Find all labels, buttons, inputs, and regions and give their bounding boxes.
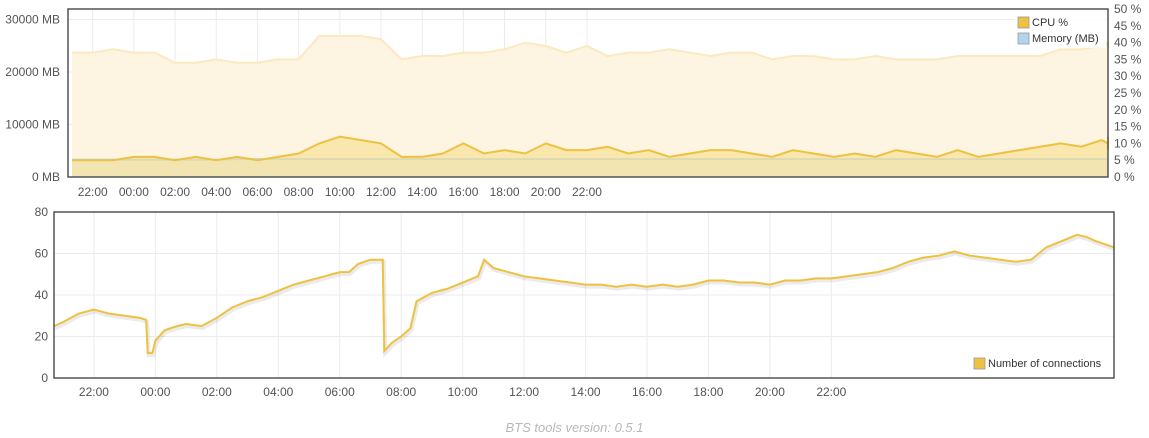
- cpu-memory-chart: 0 MB 10000 MB 20000 MB 30000 MB 0 % 5 % 10 % 1…: [5, 2, 1141, 199]
- x-tick-label: 22:00: [572, 185, 602, 199]
- x-tick-label: 06:00: [325, 385, 355, 399]
- cpu-memory-series: [72, 34, 1109, 177]
- x-tick-label: 10:00: [448, 385, 478, 399]
- cpu-area: [72, 136, 1109, 177]
- x-tick-label: 10:00: [325, 185, 355, 199]
- x-tick-label: 18:00: [490, 185, 520, 199]
- x-tick-label: 08:00: [386, 385, 416, 399]
- x-tick-label: 20:00: [531, 185, 561, 199]
- y-tick-label: 40: [35, 288, 49, 302]
- y-tick-label: 20: [35, 330, 49, 344]
- y-tick-label-right: 15 %: [1114, 120, 1142, 134]
- y-tick-label: 60: [35, 247, 49, 261]
- y-tick-label: 0: [41, 371, 48, 385]
- y-axis-ticks-bottom: 0 20 40 60 80: [35, 205, 49, 385]
- connections-legend: Number of connections: [969, 353, 1111, 373]
- y-tick-label-left: 30000 MB: [5, 13, 60, 27]
- cpu-memory-plot-border: [67, 8, 1109, 178]
- cpu-line: [72, 135, 1109, 162]
- x-tick-label: 20:00: [755, 385, 785, 399]
- legend-label-memory: Memory (MB): [1032, 33, 1099, 45]
- x-tick-label: 00:00: [119, 185, 149, 199]
- y-tick-label-right: 35 %: [1114, 52, 1142, 66]
- y-tick-label-left: 20000 MB: [5, 65, 60, 79]
- y-tick-label-right: 30 %: [1114, 69, 1142, 83]
- connections-chart: 0 20 40 60 80 22:00 00:00 02:00 04:00 06:00 08:00…: [35, 205, 1116, 399]
- x-tick-label: 18:00: [693, 385, 723, 399]
- y-tick-label-right: 50 %: [1114, 2, 1142, 16]
- legend-label-cpu: CPU %: [1032, 17, 1068, 29]
- y-tick-label-right: 25 %: [1114, 86, 1142, 100]
- cpu-memory-legend: CPU % Memory (MB): [1014, 14, 1106, 48]
- x-tick-label: 16:00: [632, 385, 662, 399]
- x-tick-label: 14:00: [571, 385, 601, 399]
- y-tick-label-right: 45 %: [1114, 19, 1142, 33]
- x-tick-label: 06:00: [242, 185, 272, 199]
- x-tick-label: 22:00: [79, 385, 109, 399]
- y-tick-label-right: 0 %: [1114, 170, 1135, 184]
- x-axis-ticks-top: 22:00 00:00 02:00 04:00 06:00 08:00 10:00 12:00…: [78, 185, 603, 199]
- x-tick-label: 14:00: [407, 185, 437, 199]
- x-tick-label: 16:00: [448, 185, 478, 199]
- background-band-line: [72, 34, 1109, 64]
- x-tick-label: 04:00: [201, 185, 231, 199]
- x-tick-label: 02:00: [160, 185, 190, 199]
- y-axis-left-ticks: 0 MB 10000 MB 20000 MB 30000 MB: [5, 13, 60, 185]
- x-tick-label: 04:00: [263, 385, 293, 399]
- x-tick-label: 12:00: [509, 385, 539, 399]
- y-tick-label-right: 20 %: [1114, 103, 1142, 117]
- legend-swatch-cpu: [1017, 16, 1030, 29]
- footer-version: BTS tools version: 0.5.1: [505, 420, 644, 435]
- y-tick-label-right: 10 %: [1114, 136, 1142, 150]
- y-tick-label-right: 40 %: [1114, 36, 1142, 50]
- y-axis-right-ticks: 0 % 5 % 10 % 15 % 20 % 25 % 30 % 35 % 40 % 45 % 50…: [1114, 2, 1142, 184]
- legend-swatch-memory: [1017, 32, 1030, 45]
- x-axis-ticks-bottom: 22:00 00:00 02:00 04:00 06:00 08:00 10:00 12:00…: [79, 385, 847, 399]
- connections-plot-border: [53, 211, 1115, 379]
- legend-swatch-connections: [973, 357, 986, 370]
- y-tick-label-left: 0 MB: [32, 170, 60, 184]
- x-tick-label: 22:00: [816, 385, 846, 399]
- x-tick-label: 00:00: [140, 385, 170, 399]
- connections-line-shadow: [54, 234, 1116, 359]
- y-tick-label-left: 10000 MB: [5, 118, 60, 132]
- x-tick-label: 12:00: [366, 185, 396, 199]
- y-tick-label-right: 5 %: [1114, 153, 1135, 167]
- legend-label-connections: Number of connections: [988, 358, 1102, 370]
- connections-series: [53, 233, 1116, 359]
- x-tick-label: 22:00: [78, 185, 108, 199]
- connections-line: [53, 233, 1115, 355]
- x-tick-label: 02:00: [202, 385, 232, 399]
- legend-background: [969, 353, 1111, 373]
- y-tick-label: 80: [35, 205, 49, 219]
- x-tick-label: 08:00: [284, 185, 314, 199]
